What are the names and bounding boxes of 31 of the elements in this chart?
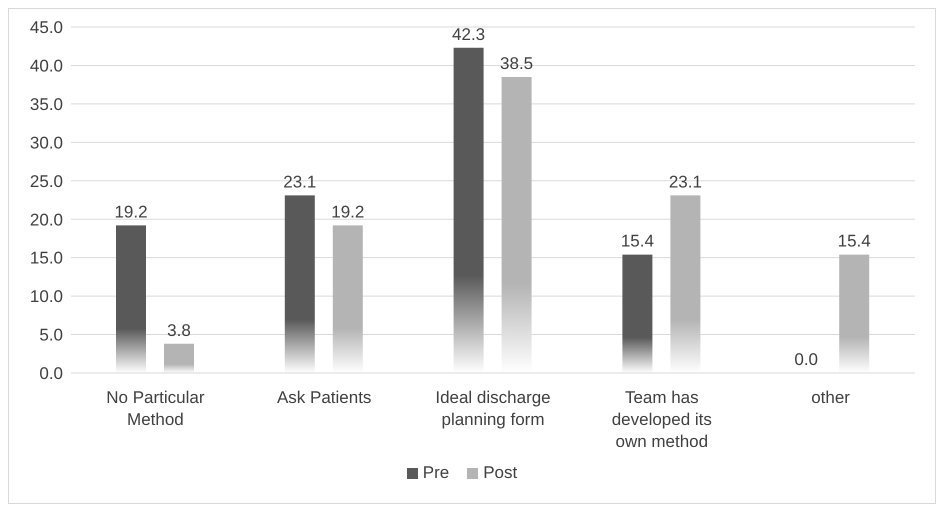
y-tick-label: 45.0 — [30, 18, 63, 38]
data-label: 15.4 — [620, 232, 654, 251]
y-tick-label: 5.0 — [39, 326, 63, 345]
y-tick-label: 30.0 — [30, 133, 63, 152]
data-label: 0.0 — [794, 350, 818, 369]
data-label: 42.3 — [452, 24, 486, 44]
legend-label: Pre — [422, 463, 450, 483]
x-tick-label: other — [811, 388, 850, 407]
data-label: 23.1 — [668, 172, 702, 192]
x-tick-label: Ask Patients — [276, 388, 372, 407]
bar — [164, 344, 194, 373]
data-label: 3.8 — [167, 320, 191, 340]
bar — [284, 195, 315, 373]
y-tick-label: 35.0 — [30, 94, 63, 114]
x-tick-label: Team has developed its own method — [612, 388, 712, 451]
y-tick-label: 15.0 — [30, 248, 63, 268]
bar — [116, 225, 146, 373]
x-tick-label: No Particular Method — [106, 388, 205, 429]
y-tick-label: 20.0 — [30, 210, 63, 230]
legend-label: Post — [482, 463, 518, 483]
x-tick-label: Ideal discharge planning form — [435, 388, 551, 429]
y-tick-label: 40.0 — [30, 56, 63, 76]
data-label: 19.2 — [331, 202, 364, 222]
data-label: 19.2 — [114, 202, 148, 222]
bar — [622, 254, 652, 373]
y-tick-label: 25.0 — [30, 172, 63, 191]
data-label: 23.1 — [283, 172, 316, 192]
y-tick-label: 10.0 — [30, 287, 63, 306]
data-label: 38.5 — [500, 54, 534, 73]
data-label: 15.4 — [838, 232, 871, 251]
y-tick-label: 0.0 — [39, 364, 63, 384]
